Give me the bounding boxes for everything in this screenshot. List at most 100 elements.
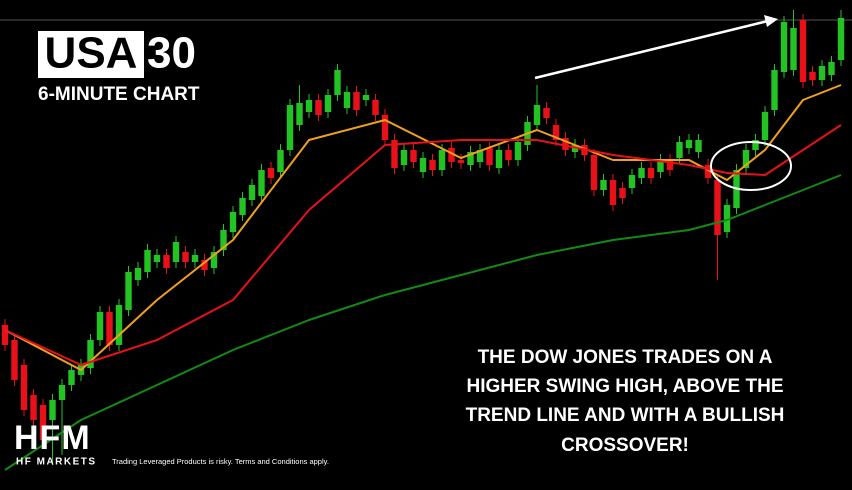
logo: HFM [14,419,91,457]
candle-body [362,95,370,100]
title-box-text: USA [45,29,138,78]
candle-body [115,305,123,345]
subtitle: 6-MINUTE CHART [38,84,200,105]
candle-body [191,255,199,262]
candle-body [505,150,512,160]
candle-body [182,252,189,262]
title-box [38,31,144,78]
candle-body [600,180,607,190]
candle-body [277,150,284,172]
candle-body [372,100,379,115]
plot-area [1,10,845,471]
candle-body [467,152,474,165]
candle-body [286,105,294,150]
candle-body [315,100,322,115]
candle-body [448,148,455,162]
candle-body [429,160,436,170]
candle-body [324,95,332,112]
candle-body [799,20,807,82]
candle-body [562,138,569,150]
candle-body [353,92,360,110]
candle-body [258,170,265,196]
annotation-line: THE DOW JONES TRADES ON A [478,347,773,368]
candle-body [68,370,75,385]
candle-body [752,140,759,150]
candle-body [761,112,769,140]
candle-body [837,18,845,60]
candle-body [267,168,275,178]
candle-body [343,92,351,108]
candle-body [58,385,66,400]
candle-body [742,150,750,168]
candle-body [305,100,313,112]
candle-body [533,105,541,125]
candle-body [486,148,493,165]
candle-body [391,140,398,168]
candle-body [125,272,132,310]
candle-body [552,125,560,140]
trend-arrow [534,19,769,80]
candle-body [495,150,503,168]
moving-average [4,124,842,366]
crossover-circle [710,141,792,191]
candle-body [87,340,94,368]
candle-body [771,70,778,110]
candle-body [381,115,389,140]
title-suffix: 30 [147,29,196,78]
candle-body [695,140,702,152]
candle-body [818,66,826,80]
candle-body [438,150,446,170]
candle-body [134,268,142,280]
candle-body [723,205,731,232]
candle-body [229,212,237,232]
candle-body [647,168,655,178]
candle-body [172,242,180,262]
annotation-line: HIGHER SWING HIGH, ABOVE THE [466,376,783,397]
candle-body [248,185,256,200]
candle-body [590,155,598,190]
candle-body [609,180,617,205]
brand: HF MARKETS [16,457,97,468]
candle-body [704,165,712,178]
candle-body [657,160,664,172]
candle-body [144,250,151,272]
candle-body [11,340,18,380]
candle-body [685,140,693,148]
candle-body [619,188,626,198]
candle-body [676,142,683,158]
candle-body [220,230,227,250]
candle-body [106,312,113,345]
candle-body [790,28,797,70]
candle-body [201,260,208,270]
candle-body [334,70,341,95]
candle-body [30,395,37,420]
candle-body [96,312,104,340]
candle-body [457,160,465,163]
moving-average [4,84,842,371]
candle-body [638,168,645,178]
candle-body [239,198,246,215]
disclaimer: Trading Leveraged Products is risky. Ter… [112,457,329,466]
candle-body [828,62,835,75]
candle-body [514,142,522,160]
annotation-line: CROSSOVER! [561,435,689,456]
candle-body [163,255,170,268]
annotation: THE DOW JONES TRADES ON A HIGHER SWING H… [466,347,785,456]
candle-body [780,22,788,72]
candle-body [419,158,427,172]
candle-body [809,72,816,80]
candle-body [410,150,417,162]
candle-body [628,175,636,188]
moving-average [4,174,842,471]
candle-body [714,180,721,235]
candle-body [400,150,408,165]
arrow-head [764,15,778,27]
candle-body [476,150,484,162]
annotation-line: TREND LINE AND WITH A BULLISH [466,405,785,426]
candle-body [666,160,674,170]
candle-body [20,365,28,410]
candle-body [39,405,47,440]
